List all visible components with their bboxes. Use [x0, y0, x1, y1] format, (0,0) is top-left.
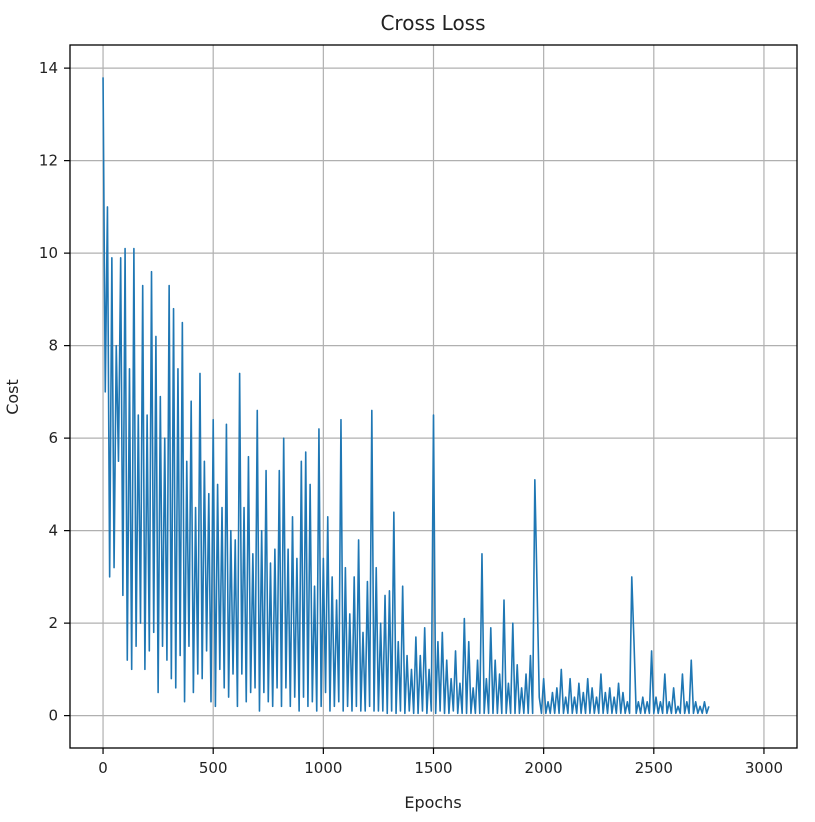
y-tick-label: 8 — [48, 337, 58, 355]
x-tick-label: 2500 — [635, 759, 673, 777]
grid-lines — [70, 45, 797, 748]
y-tick-label: 0 — [48, 707, 58, 725]
y-axis-label: Cost — [3, 379, 22, 415]
chart-title: Cross Loss — [380, 11, 485, 35]
y-axis: 0 2 4 6 8 10 12 14 — [39, 59, 70, 725]
y-tick-label: 12 — [39, 152, 58, 170]
x-tick-label: 1500 — [414, 759, 452, 777]
y-tick-label: 4 — [48, 522, 58, 540]
x-tick-label: 2000 — [525, 759, 563, 777]
series-line-cost — [102, 77, 710, 715]
y-tick-label: 6 — [48, 429, 58, 447]
y-tick-label: 2 — [48, 614, 58, 632]
y-tick-label: 14 — [39, 59, 58, 77]
x-tick-label: 1000 — [304, 759, 342, 777]
y-tick-label: 10 — [39, 244, 58, 262]
x-axis: 0 500 1000 1500 2000 2500 3000 — [98, 748, 783, 777]
x-tick-label: 500 — [199, 759, 228, 777]
x-tick-label: 0 — [98, 759, 108, 777]
x-tick-label: 3000 — [745, 759, 783, 777]
x-axis-label: Epochs — [404, 793, 461, 812]
